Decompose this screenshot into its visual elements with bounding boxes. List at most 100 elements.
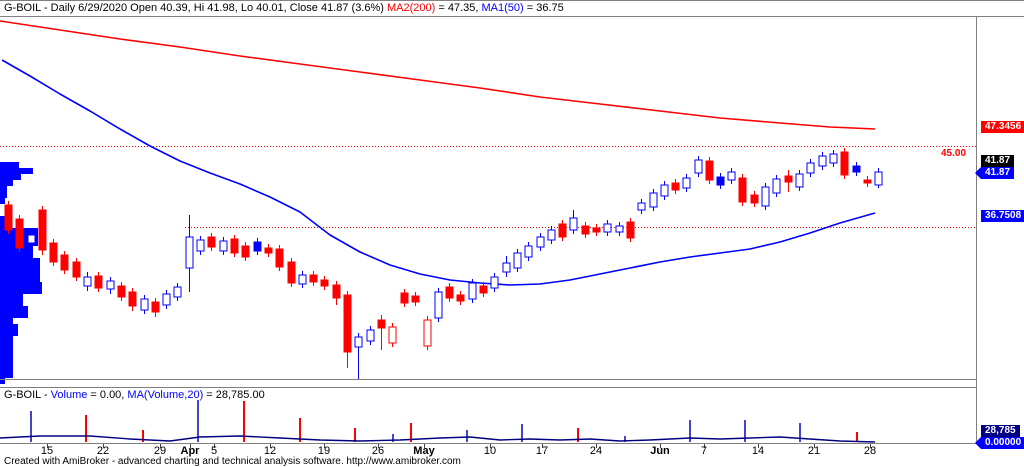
candle-body xyxy=(162,293,171,306)
volume-profile-bar xyxy=(0,306,28,312)
volume-profile-bar xyxy=(0,222,6,228)
candle-body xyxy=(185,236,194,269)
date-axis-label: May xyxy=(413,445,435,457)
candle-body xyxy=(863,179,872,184)
candle-body xyxy=(343,294,352,353)
volume-pane-title: G-BOIL - Volume = 0.00, MA(Volume,20) = … xyxy=(4,389,265,401)
candle-body xyxy=(750,194,759,204)
candle-body xyxy=(196,239,205,252)
candle-body xyxy=(694,159,703,174)
candle-body xyxy=(72,261,81,278)
date-axis-label: 28 xyxy=(863,445,877,457)
volume-profile-bar xyxy=(0,318,13,324)
candle-body xyxy=(275,248,284,268)
candle-body xyxy=(388,326,397,344)
date-axis-label: 14 xyxy=(751,445,765,457)
candle-body xyxy=(140,298,149,311)
candle-body xyxy=(727,171,736,181)
volume-profile-bar xyxy=(0,162,19,168)
price-pane-title: G-BOIL - Daily 6/29/2020 Open 40.39, Hi … xyxy=(4,2,564,14)
candle-body xyxy=(660,184,669,197)
candle-body xyxy=(207,236,216,248)
candle-body xyxy=(332,284,341,299)
candle-body xyxy=(874,171,883,186)
candle-body xyxy=(456,294,465,302)
volume-profile-bar xyxy=(0,354,13,360)
candle-body xyxy=(298,274,307,285)
candle-body xyxy=(49,242,58,263)
candle-body xyxy=(128,291,137,307)
candle-body xyxy=(716,176,725,186)
axis-value-label: 36.7508 xyxy=(981,210,1024,222)
date-axis-label: 19 xyxy=(317,445,331,457)
candle-body xyxy=(806,162,815,174)
candle-body xyxy=(27,234,36,244)
amibroker-credit: Created with AmiBroker - advanced charti… xyxy=(4,456,461,467)
candle-body xyxy=(151,301,160,313)
candle-body xyxy=(615,225,624,233)
candle-body xyxy=(173,286,182,298)
candle-body xyxy=(502,262,511,273)
candle-body xyxy=(581,225,590,235)
volume-profile-bar xyxy=(0,336,13,342)
date-axis-label: Jun xyxy=(650,445,670,457)
candle-body xyxy=(309,274,318,283)
candle-body xyxy=(434,291,443,319)
axis-value-label: 41.87 xyxy=(975,167,1015,179)
volume-profile-bar xyxy=(0,192,7,198)
date-axis-label: 5 xyxy=(210,445,218,457)
axis-value-label: 0.00000 xyxy=(975,437,1024,449)
candle-body xyxy=(649,192,658,208)
candle-body xyxy=(592,227,601,233)
date-axis-label: 21 xyxy=(807,445,821,457)
volume-ma-line xyxy=(0,435,876,443)
axis-arrow-icon xyxy=(975,437,981,449)
volume-profile-bar xyxy=(0,348,13,354)
title-segment: = 36.75 xyxy=(523,2,564,14)
volume-profile-bar xyxy=(0,324,18,330)
candle-body xyxy=(637,202,646,211)
candle-body xyxy=(241,245,250,258)
volume-profile-bar xyxy=(0,330,18,336)
candle-body xyxy=(94,275,103,289)
volume-profile-bar xyxy=(0,372,13,378)
candle-body xyxy=(490,276,499,289)
candle-body xyxy=(569,217,578,231)
candle-body xyxy=(230,238,239,254)
title-segment: MA2(200) xyxy=(387,2,436,14)
date-axis-label: 24 xyxy=(589,445,603,457)
candle-body xyxy=(547,229,556,241)
candle-body xyxy=(4,204,13,231)
title-segment: G-BOIL - Daily 6/29/2020 Open 40.39, Hi … xyxy=(4,2,387,14)
axis-value-label: 47.3456 xyxy=(981,121,1024,133)
volume-profile-bar xyxy=(0,252,33,258)
date-axis-label: 22 xyxy=(96,445,110,457)
candle-body xyxy=(106,280,115,290)
candle-body xyxy=(840,151,849,176)
candle-body xyxy=(513,252,522,269)
candle-body xyxy=(705,160,714,181)
title-segment: MA(Volume,20) xyxy=(127,389,204,401)
candle-body xyxy=(287,261,296,284)
volume-profile-bar xyxy=(0,174,21,180)
candle-body xyxy=(784,175,793,183)
title-segment: Volume xyxy=(50,389,88,401)
candle-body xyxy=(829,153,838,164)
axis-arrow-icon xyxy=(975,167,981,179)
volume-profile-bar xyxy=(0,180,13,186)
candle-body xyxy=(117,285,126,298)
volume-profile-bar xyxy=(0,300,23,306)
date-axis-label: 29 xyxy=(153,445,167,457)
title-segment: MA1(50) xyxy=(481,2,524,14)
candle-body xyxy=(377,319,386,329)
volume-profile-bar xyxy=(0,312,28,318)
ma50-line xyxy=(1,59,876,286)
volume-profile-bar xyxy=(0,264,40,270)
volume-profile-bar xyxy=(0,342,13,348)
candle-body xyxy=(738,177,747,203)
volume-profile-bar xyxy=(0,360,13,366)
candle-body xyxy=(366,329,375,342)
candle-body xyxy=(761,186,770,207)
